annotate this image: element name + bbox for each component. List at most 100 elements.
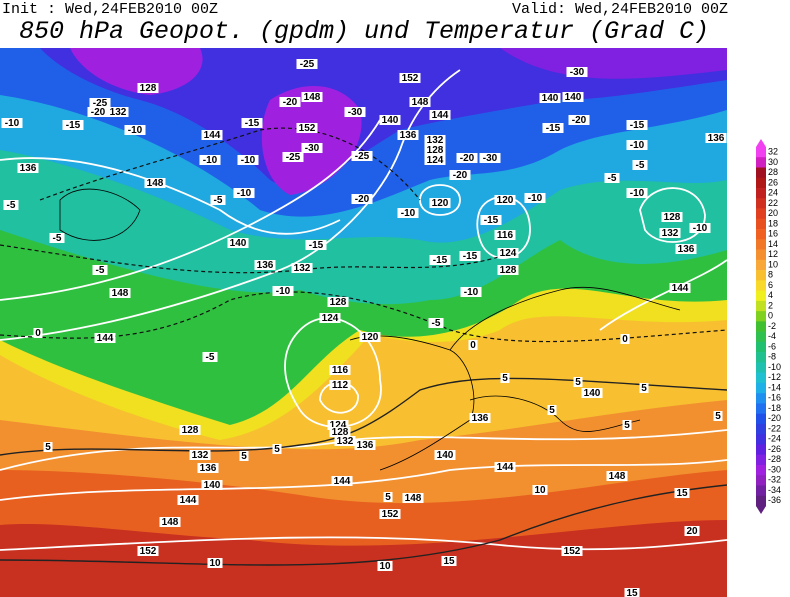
geopotential-label: 148: [609, 471, 626, 482]
geopotential-label: 144: [204, 130, 221, 141]
geopotential-label-box: [402, 493, 424, 503]
geopotential-label-box: [329, 365, 351, 375]
geopotential-label: 144: [334, 476, 351, 487]
geopotential-label-box: [397, 130, 419, 140]
geopotential-label-box: [94, 333, 116, 343]
geopotential-label: 128: [332, 427, 349, 438]
colorbar-segment: [756, 249, 766, 261]
colorbar-segment: [756, 311, 766, 322]
geopotential-label-box: [137, 546, 159, 556]
geopotential-label-box: [189, 450, 211, 460]
colorbar-label: -18: [768, 403, 781, 413]
geopotential-label-box: [424, 155, 446, 165]
temperature-label: -5: [206, 352, 215, 363]
colorbar-label: 12: [768, 249, 778, 259]
temperature-label: 15: [443, 556, 455, 567]
geopotential-label: 116: [497, 230, 514, 241]
temperature-label-box: [622, 420, 632, 430]
geopotential-label: 132: [192, 450, 209, 461]
colorbar-segment: [756, 280, 766, 291]
temperature-label-box: [92, 265, 108, 275]
temperature-label: 20: [686, 526, 698, 537]
colorbar-label: 18: [768, 218, 778, 228]
geopotential-label: 128: [330, 297, 347, 308]
geopotential-label-box: [561, 546, 583, 556]
geopotential-label: 140: [542, 93, 559, 104]
geopotential-label-box: [494, 230, 516, 240]
temperature-label: -20: [572, 115, 587, 126]
geopotential-label-box: [301, 92, 323, 102]
colorbar-label: 20: [768, 208, 778, 218]
temperature-label-box: [397, 208, 419, 218]
temperature-label: 10: [534, 485, 546, 496]
geopotential-label-box: [379, 509, 401, 519]
temperature-label-box: [468, 340, 478, 350]
geopotential-label: 128: [182, 425, 199, 436]
colorbar-label: 24: [768, 188, 778, 198]
temperature-label: -5: [636, 160, 645, 171]
temperature-label: -15: [546, 123, 561, 134]
geopotential-label: 132: [110, 107, 127, 118]
temperature-label: -10: [276, 286, 291, 297]
temperature-label: -20: [283, 97, 298, 108]
geopotential-label: 136: [472, 413, 489, 424]
geopotential-label-box: [379, 115, 401, 125]
geopotential-label: 124: [427, 155, 444, 166]
temperature-label-box: [449, 170, 471, 180]
colorbar-segment: [756, 413, 766, 425]
geopotential-label-box: [296, 123, 318, 133]
temperature-label-box: [500, 373, 510, 383]
temperature-label-box: [87, 107, 109, 117]
colorbar-segment: [756, 475, 766, 486]
colorbar-segment: [756, 177, 766, 189]
geopotential-label: 136: [678, 244, 695, 255]
colorbar-label: 30: [768, 157, 778, 167]
colorbar-segment: [756, 393, 766, 404]
geopotential-label: 132: [337, 436, 354, 447]
geopotential-label: 136: [257, 260, 274, 271]
geopotential-label: 148: [304, 92, 321, 103]
geopotential-label-box: [107, 107, 129, 117]
geopotential-label: 136: [200, 463, 217, 474]
temperature-label: 5: [502, 373, 508, 384]
colorbar-segment: [756, 362, 766, 373]
colorbar-label: 0: [768, 311, 773, 321]
temperature-label: -10: [528, 193, 543, 204]
colorbar-segment: [756, 259, 766, 271]
temperature-label: 5: [45, 442, 51, 453]
temperature-label: -30: [348, 107, 363, 118]
geopotential-label-box: [606, 471, 628, 481]
temperature-label-box: [49, 233, 65, 243]
geopotential-label-box: [661, 212, 683, 222]
colorbar-label: 8: [768, 270, 773, 280]
geopotential-label-box: [424, 145, 446, 155]
temperature-label: -15: [245, 118, 260, 129]
geopotential-label-box: [329, 380, 351, 390]
temperature-label: -30: [305, 143, 320, 154]
geopotential-label: 128: [664, 212, 681, 223]
geopotential-label-box: [659, 228, 681, 238]
temperature-label-box: [124, 125, 146, 135]
temperature-label-box: [1, 118, 23, 128]
geopotential-label-box: [137, 83, 159, 93]
colorbar-segment: [756, 229, 766, 240]
geopotential-label-box: [291, 263, 313, 273]
geopotential-label-box: [424, 135, 446, 145]
colorbar-label: 28: [768, 167, 778, 177]
geopotential-label: 136: [708, 133, 725, 144]
temperature-label: -25: [355, 151, 370, 162]
geopotential-label-box: [159, 517, 181, 527]
colorbar-segment: [756, 485, 766, 497]
temperature-label: -30: [483, 153, 498, 164]
colorbar-label: -14: [768, 382, 781, 392]
colorbar-label: 22: [768, 198, 778, 208]
temperature-label: 5: [549, 405, 555, 416]
geopotential-label-box: [429, 198, 451, 208]
temperature-label-box: [282, 152, 304, 162]
temperature-label: 5: [624, 420, 630, 431]
geopotential-label-box: [562, 92, 584, 102]
temperature-label-box: [279, 97, 301, 107]
temperature-label-box: [429, 255, 451, 265]
temperature-label-box: [233, 188, 255, 198]
temperature-label: -25: [93, 98, 108, 109]
